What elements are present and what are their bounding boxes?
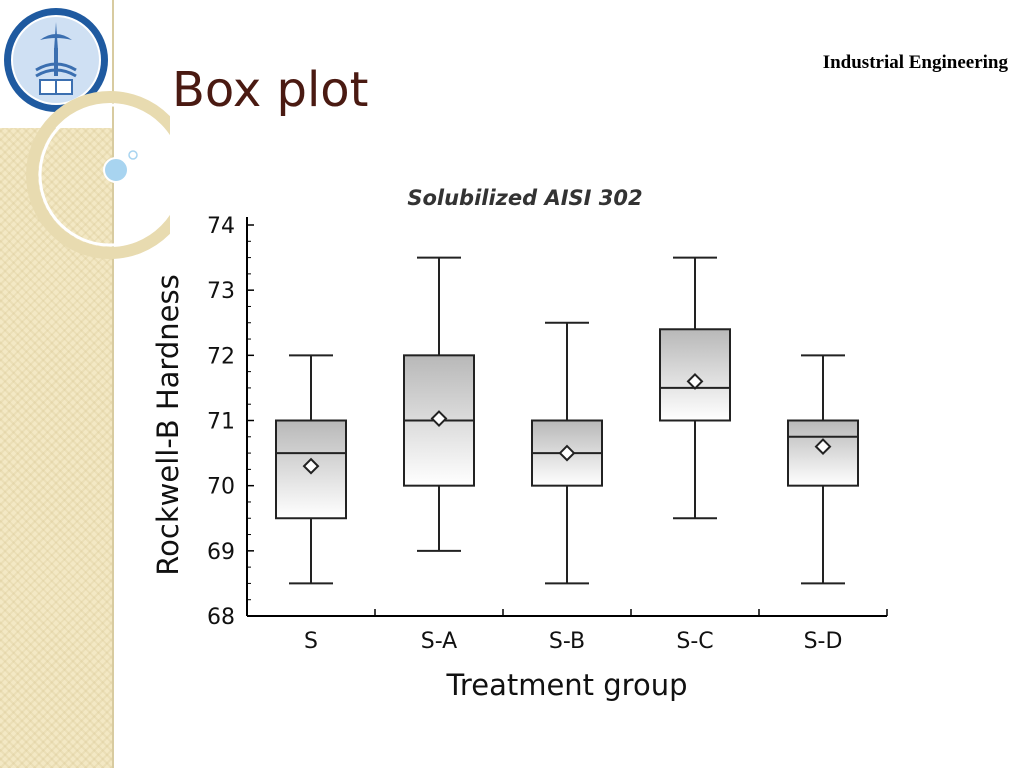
- logo-box: [0, 0, 112, 128]
- decorative-rings: [26, 91, 170, 259]
- x-tick-label: S-C: [676, 629, 713, 654]
- x-axis-label: Treatment group: [445, 668, 687, 702]
- mean-marker: [302, 457, 320, 475]
- mean-marker: [558, 444, 576, 462]
- y-axis-label: Rockwell-B Hardness: [151, 274, 185, 575]
- mean-marker: [686, 372, 704, 390]
- y-tick-label: 70: [207, 475, 235, 500]
- chart-title: Solubilized AISI 302: [407, 186, 642, 210]
- university-seal-logo: [4, 8, 108, 112]
- sidebar-decoration: [0, 0, 114, 768]
- mean-marker: [430, 410, 448, 427]
- y-tick-label: 71: [207, 410, 235, 435]
- y-tick-label: 68: [207, 605, 235, 630]
- y-tick-label: 74: [207, 214, 235, 239]
- slide-title: Box plot: [172, 62, 369, 118]
- mean-marker: [814, 438, 832, 455]
- x-tick-label: S-B: [549, 629, 585, 654]
- box: [787, 419, 859, 487]
- x-tick-label: S: [304, 629, 318, 654]
- x-tick-label: S-D: [804, 629, 843, 654]
- y-tick-label: 73: [207, 279, 235, 304]
- header-label: Industrial Engineering: [822, 52, 1008, 73]
- box-plot-chart: Solubilized AISI 302 68 69 70 71 72 73 74 S S-A S…: [151, 186, 888, 702]
- y-tick-label: 69: [207, 540, 235, 565]
- y-tick-label: 72: [207, 344, 235, 369]
- x-tick-label: S-A: [421, 629, 457, 654]
